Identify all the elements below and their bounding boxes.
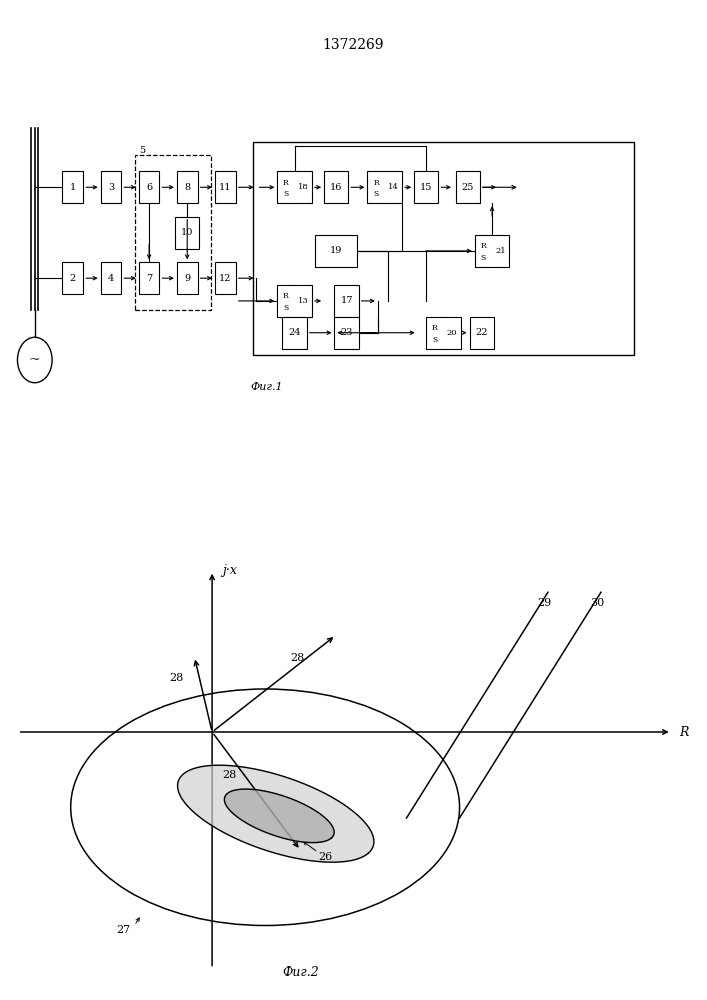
Text: R: R: [283, 292, 289, 300]
Text: 7: 7: [146, 274, 152, 283]
Text: 29: 29: [537, 598, 551, 608]
Text: 4: 4: [108, 274, 114, 283]
Text: R: R: [481, 242, 486, 250]
Text: R: R: [679, 726, 688, 738]
Text: 27: 27: [117, 925, 131, 935]
Text: S: S: [373, 190, 379, 198]
Text: 15: 15: [420, 183, 433, 192]
Text: 2: 2: [70, 274, 76, 283]
Bar: [334, 285, 358, 317]
Bar: [62, 262, 83, 294]
Text: 5: 5: [139, 146, 145, 155]
Text: S: S: [481, 254, 486, 262]
Text: 30: 30: [590, 598, 604, 608]
Text: R: R: [373, 179, 379, 187]
Text: S: S: [432, 336, 438, 344]
Text: 8: 8: [184, 183, 190, 192]
Text: 19: 19: [330, 246, 342, 255]
Text: 21: 21: [496, 247, 506, 255]
Bar: [139, 171, 160, 203]
Text: 28: 28: [290, 653, 304, 663]
Text: 25: 25: [462, 183, 474, 192]
Bar: [315, 235, 357, 267]
Text: 3: 3: [108, 183, 114, 192]
Text: 13: 13: [298, 297, 309, 305]
Bar: [277, 171, 312, 203]
Text: R: R: [432, 324, 438, 332]
Bar: [175, 217, 199, 249]
Text: 1372269: 1372269: [323, 38, 384, 52]
Bar: [368, 171, 402, 203]
Polygon shape: [177, 765, 374, 862]
Text: S: S: [284, 304, 288, 312]
Text: 24: 24: [288, 328, 301, 337]
Bar: [324, 171, 349, 203]
Text: 23: 23: [340, 328, 353, 337]
Bar: [177, 262, 197, 294]
Bar: [62, 171, 83, 203]
Text: 28: 28: [223, 770, 237, 780]
Text: 1: 1: [70, 183, 76, 192]
Text: S: S: [284, 190, 288, 198]
Bar: [100, 262, 122, 294]
Text: 10: 10: [181, 228, 194, 237]
Text: 6: 6: [146, 183, 152, 192]
Bar: [177, 171, 197, 203]
Text: ~: ~: [29, 353, 40, 367]
Bar: [253, 142, 634, 355]
Text: Фиг.2: Фиг.2: [282, 966, 319, 979]
Bar: [469, 317, 493, 349]
Bar: [426, 317, 461, 349]
Polygon shape: [224, 789, 334, 843]
Text: j·x: j·x: [223, 564, 238, 577]
Bar: [215, 171, 235, 203]
Text: 16: 16: [330, 183, 342, 192]
Text: Фиг.1: Фиг.1: [250, 382, 284, 392]
Text: 12: 12: [219, 274, 232, 283]
Bar: [215, 262, 235, 294]
Bar: [283, 317, 307, 349]
Bar: [474, 235, 509, 267]
Bar: [139, 262, 160, 294]
Text: 26: 26: [318, 852, 332, 862]
Bar: [277, 285, 312, 317]
Text: R: R: [283, 179, 289, 187]
Text: 22: 22: [475, 328, 488, 337]
Text: 18: 18: [298, 183, 309, 191]
Text: 17: 17: [340, 296, 353, 305]
Bar: [100, 171, 122, 203]
Text: 14: 14: [388, 183, 399, 191]
Bar: [456, 171, 480, 203]
Bar: [135, 155, 211, 310]
Text: 11: 11: [219, 183, 232, 192]
Text: 20: 20: [447, 329, 457, 337]
Bar: [414, 171, 438, 203]
Bar: [334, 317, 358, 349]
Text: 28: 28: [170, 673, 184, 683]
Text: 9: 9: [184, 274, 190, 283]
